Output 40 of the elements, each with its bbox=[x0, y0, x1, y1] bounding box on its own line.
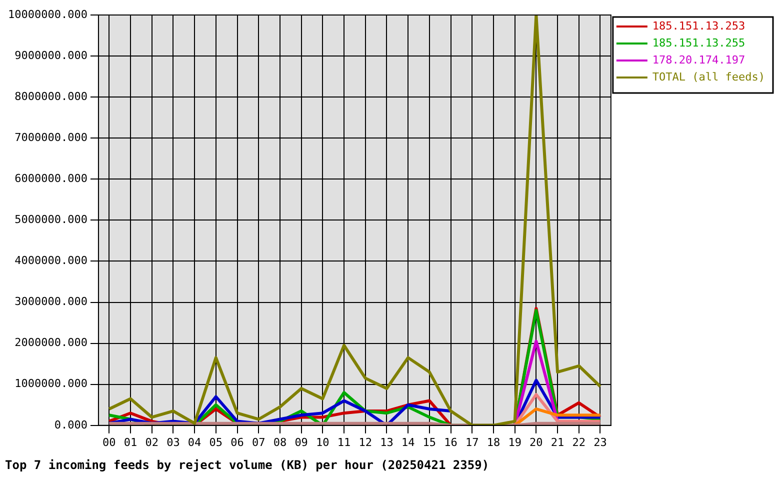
y-tick-label: 6000000.000 bbox=[14, 172, 88, 186]
x-tick-label: 05 bbox=[209, 436, 223, 449]
x-tick-label: 16 bbox=[444, 436, 458, 449]
y-tick-label: 5000000.000 bbox=[14, 213, 88, 226]
x-tick-label: 21 bbox=[550, 436, 564, 449]
y-tick-label: 9000000.000 bbox=[14, 48, 88, 62]
x-tick-label: 04 bbox=[188, 436, 202, 449]
legend-label: 185.151.13.253 bbox=[652, 19, 746, 32]
x-tick-label: 09 bbox=[294, 436, 308, 449]
x-tick-label: 11 bbox=[337, 436, 351, 449]
legend-label: 178.20.174.197 bbox=[652, 53, 746, 66]
x-tick-label: 14 bbox=[401, 436, 416, 449]
x-tick-label: 01 bbox=[124, 436, 138, 449]
x-tick-label: 23 bbox=[594, 436, 607, 449]
x-tick-label: 02 bbox=[145, 436, 158, 449]
x-tick-label: 17 bbox=[466, 436, 479, 449]
x-tick-label: 07 bbox=[252, 436, 266, 449]
x-tick-label: 06 bbox=[230, 436, 244, 449]
x-tick-label: 22 bbox=[572, 436, 586, 449]
y-tick-label: 8000000.000 bbox=[14, 90, 88, 103]
x-tick-label: 18 bbox=[486, 436, 500, 449]
x-tick-label: 20 bbox=[530, 436, 543, 449]
y-tick-label: 3000000.000 bbox=[14, 295, 88, 308]
y-tick-label: 10000000.000 bbox=[8, 8, 88, 21]
x-tick-label: 19 bbox=[508, 436, 522, 449]
y-tick-label: 1000000.000 bbox=[14, 377, 88, 390]
x-tick-label: 15 bbox=[422, 436, 436, 449]
legend-label: TOTAL (all feeds) bbox=[652, 70, 766, 84]
y-tick-label: 0.000 bbox=[54, 418, 88, 432]
x-tick-label: 13 bbox=[380, 436, 394, 449]
x-tick-label: 03 bbox=[166, 436, 180, 449]
y-tick-label: 2000000.000 bbox=[14, 336, 88, 350]
x-tick-label: 10 bbox=[316, 436, 330, 449]
y-tick-label: 4000000.000 bbox=[14, 254, 88, 268]
x-tick-label: 08 bbox=[273, 436, 287, 449]
legend-label: 185.151.13.255 bbox=[652, 36, 746, 50]
y-tick-label: 7000000.000 bbox=[14, 130, 88, 144]
x-tick-label: 00 bbox=[102, 436, 116, 449]
text: Top 7 incoming feeds by reject volume (KB) per hour (20250421 2359) bbox=[5, 458, 490, 472]
x-tick-label: 12 bbox=[358, 436, 372, 449]
